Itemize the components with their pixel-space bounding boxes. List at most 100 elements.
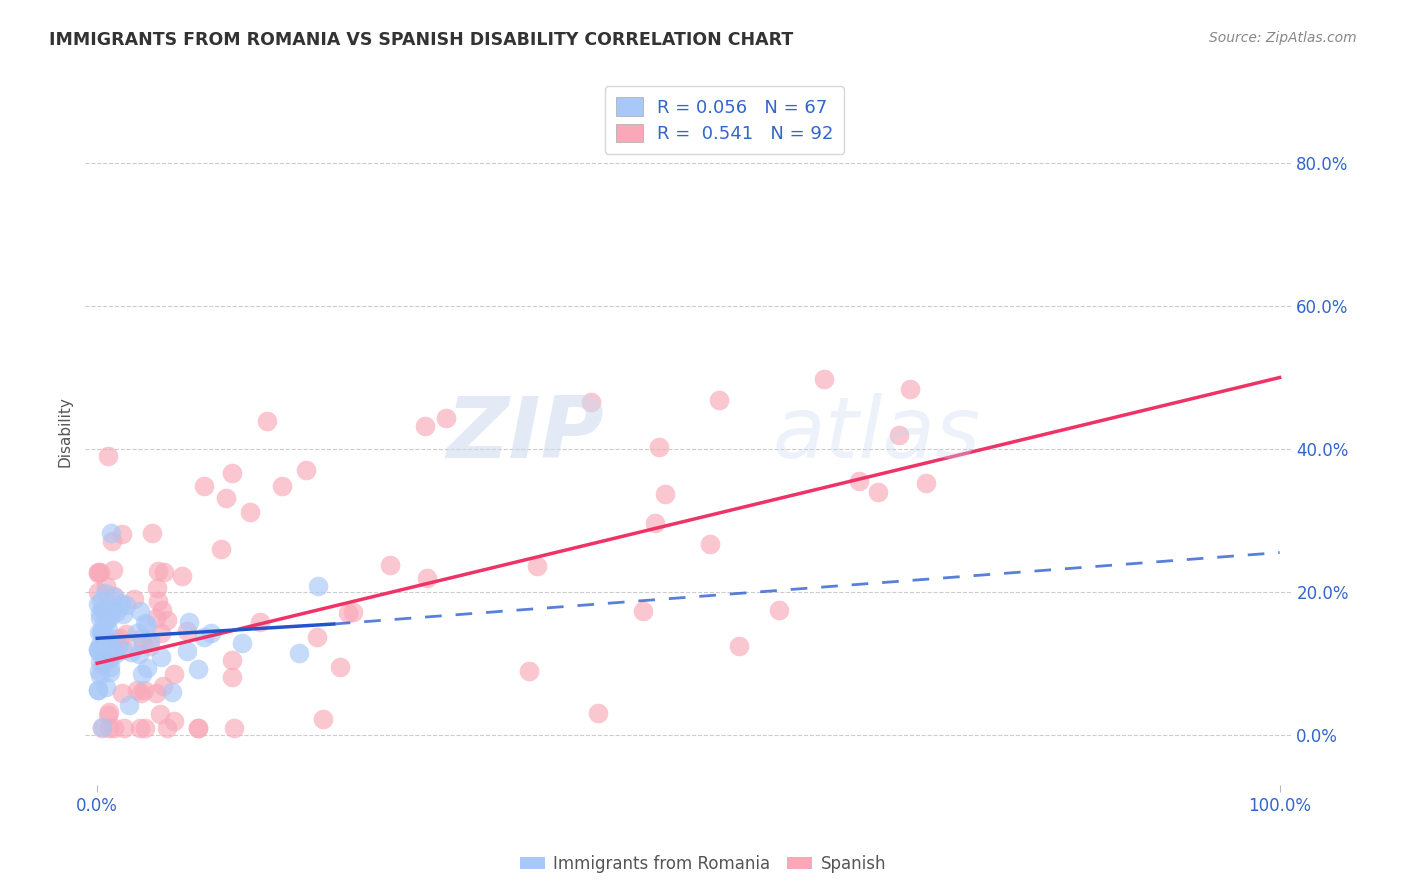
- Point: [89, 655, 111, 669]
- Point: [91, 601, 114, 615]
- Point: [91, 648, 114, 662]
- Point: [134, 616, 156, 631]
- Point: [110, 597, 132, 611]
- Point: [145, 686, 167, 700]
- Point: [271, 479, 294, 493]
- Point: [103, 563, 125, 577]
- Point: [288, 646, 311, 660]
- Point: [107, 639, 129, 653]
- Point: [131, 637, 153, 651]
- Point: [134, 721, 156, 735]
- Point: [134, 683, 156, 698]
- Point: [231, 636, 253, 650]
- Point: [644, 516, 666, 531]
- Point: [707, 392, 730, 407]
- Point: [249, 615, 271, 629]
- Point: [160, 685, 183, 699]
- Point: [87, 597, 110, 611]
- Point: [200, 626, 222, 640]
- Point: [209, 541, 232, 556]
- Point: [89, 668, 111, 682]
- Point: [97, 706, 120, 720]
- Point: [100, 659, 122, 673]
- Point: [118, 698, 141, 713]
- Point: [91, 603, 114, 617]
- Point: [187, 662, 209, 676]
- Point: [148, 564, 170, 578]
- Point: [98, 651, 121, 665]
- Point: [94, 586, 117, 600]
- Point: [848, 474, 870, 488]
- Point: [222, 721, 245, 735]
- Point: [768, 602, 790, 616]
- Point: [128, 721, 150, 735]
- Point: [900, 382, 922, 396]
- Text: atlas: atlas: [773, 393, 981, 476]
- Point: [312, 711, 335, 725]
- Point: [104, 605, 127, 619]
- Point: [96, 633, 118, 648]
- Point: [193, 630, 215, 644]
- Point: [87, 645, 110, 659]
- Point: [87, 566, 110, 581]
- Point: [101, 643, 124, 657]
- Text: IMMIGRANTS FROM ROMANIA VS SPANISH DISABILITY CORRELATION CHART: IMMIGRANTS FROM ROMANIA VS SPANISH DISAB…: [49, 31, 793, 49]
- Point: [97, 647, 120, 661]
- Text: ZIP: ZIP: [446, 393, 605, 476]
- Point: [89, 665, 111, 679]
- Point: [889, 427, 911, 442]
- Point: [94, 680, 117, 694]
- Point: [93, 653, 115, 667]
- Point: [156, 614, 179, 628]
- Point: [153, 566, 176, 580]
- Point: [193, 479, 215, 493]
- Point: [342, 606, 364, 620]
- Point: [145, 581, 167, 595]
- Point: [307, 579, 329, 593]
- Point: [91, 720, 114, 734]
- Point: [647, 440, 669, 454]
- Point: [176, 644, 198, 658]
- Point: [93, 636, 115, 650]
- Point: [96, 613, 118, 627]
- Point: [115, 627, 138, 641]
- Point: [103, 589, 125, 603]
- Point: [87, 643, 110, 657]
- Point: [176, 624, 198, 638]
- Point: [187, 721, 209, 735]
- Point: [98, 610, 121, 624]
- Point: [128, 647, 150, 661]
- Point: [588, 706, 610, 721]
- Point: [103, 721, 125, 735]
- Point: [145, 611, 167, 625]
- Point: [111, 686, 134, 700]
- Point: [91, 721, 114, 735]
- Point: [337, 607, 360, 621]
- Point: [91, 658, 114, 673]
- Point: [413, 419, 436, 434]
- Point: [112, 721, 135, 735]
- Point: [221, 466, 243, 480]
- Point: [97, 449, 120, 463]
- Text: Source: ZipAtlas.com: Source: ZipAtlas.com: [1209, 31, 1357, 45]
- Point: [163, 667, 186, 681]
- Point: [146, 594, 169, 608]
- Y-axis label: Disability: Disability: [58, 396, 72, 467]
- Point: [93, 654, 115, 668]
- Point: [89, 611, 111, 625]
- Point: [135, 661, 157, 675]
- Point: [149, 625, 172, 640]
- Point: [90, 625, 112, 640]
- Point: [98, 721, 121, 735]
- Point: [295, 463, 318, 477]
- Point: [179, 615, 201, 629]
- Point: [581, 395, 603, 409]
- Point: [89, 644, 111, 658]
- Point: [101, 534, 124, 549]
- Point: [416, 571, 439, 585]
- Point: [122, 592, 145, 607]
- Point: [87, 682, 110, 697]
- Point: [91, 624, 114, 638]
- Point: [87, 641, 110, 656]
- Point: [170, 569, 193, 583]
